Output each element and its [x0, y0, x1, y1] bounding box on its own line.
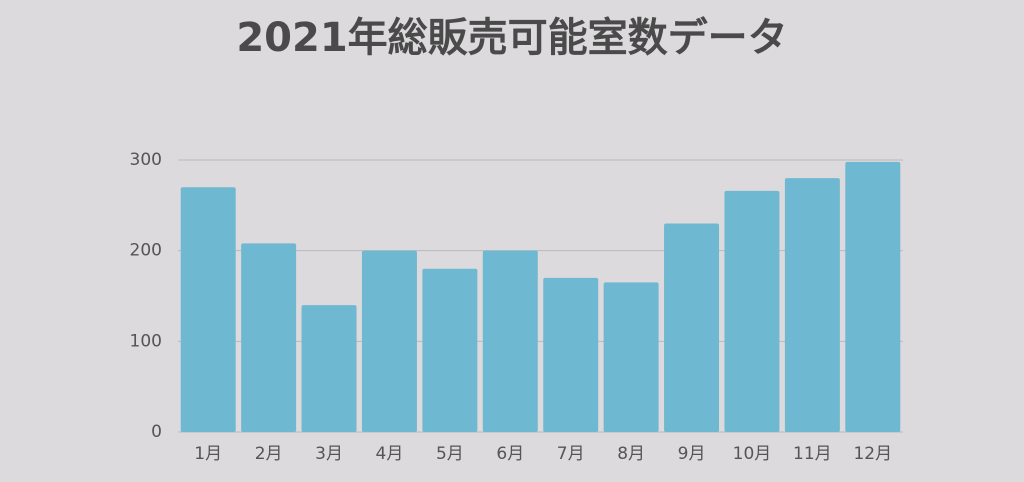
y-tick-label: 300	[130, 150, 162, 170]
y-tick-label: 0	[151, 422, 162, 442]
bar	[543, 277, 599, 432]
x-tick-label: 6月	[496, 444, 524, 464]
x-tick-label: 10月	[733, 444, 772, 464]
bar	[784, 178, 840, 432]
bar	[724, 190, 780, 432]
x-tick-label: 5月	[436, 444, 464, 464]
bar	[361, 250, 417, 432]
bar	[422, 268, 478, 432]
x-tick-label: 2月	[255, 444, 283, 464]
x-tick-label: 8月	[617, 444, 645, 464]
bar	[664, 223, 720, 432]
y-tick-label: 100	[130, 331, 162, 351]
x-tick-label: 1月	[194, 444, 222, 464]
x-tick-label: 4月	[376, 444, 404, 464]
bar	[482, 250, 538, 432]
bar	[845, 161, 901, 432]
x-tick-label: 3月	[315, 444, 343, 464]
x-tick-label: 9月	[678, 444, 706, 464]
y-tick-label: 200	[130, 241, 162, 261]
bar	[241, 243, 297, 432]
bar	[603, 282, 659, 432]
x-tick-label: 11月	[793, 444, 832, 464]
x-tick-label: 12月	[853, 444, 892, 464]
chart-title: 2021年総販売可能室数データ	[236, 15, 787, 61]
x-tick-label: 7月	[557, 444, 585, 464]
bar	[301, 305, 357, 432]
bar	[180, 187, 236, 432]
